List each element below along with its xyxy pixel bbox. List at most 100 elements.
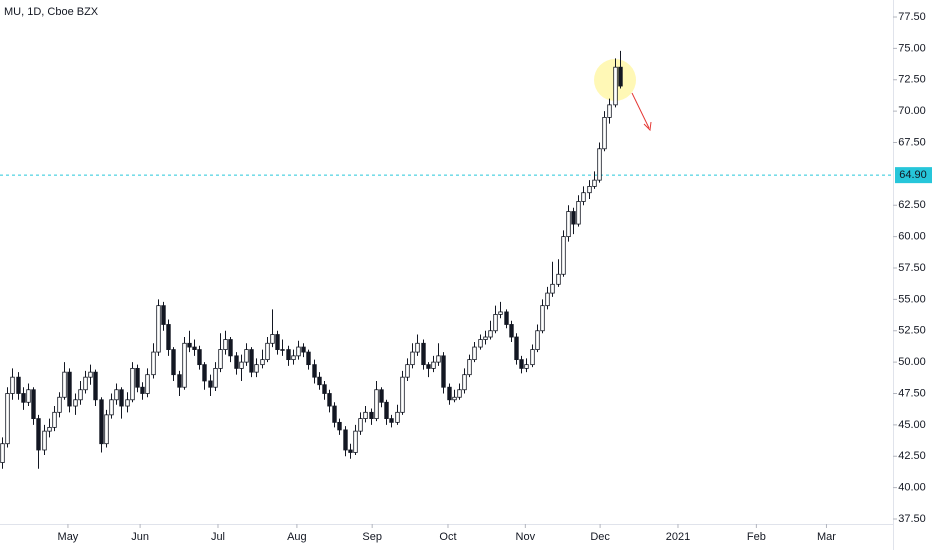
candle-body (519, 359, 524, 369)
candle-body (249, 349, 254, 373)
candle-body (78, 389, 83, 401)
candle-body (88, 371, 93, 378)
candle-body (447, 386, 452, 401)
x-tick-label: Aug (287, 531, 307, 543)
candle-body (389, 418, 394, 423)
candle-body (613, 66, 618, 106)
candle-body (26, 389, 31, 403)
candle-body (550, 283, 555, 294)
candle-body (374, 389, 379, 419)
candle-body (566, 211, 571, 238)
x-tick-label: Jul (211, 531, 225, 543)
candle-body (343, 429, 348, 451)
y-tick-label: 40.00 (898, 482, 926, 494)
candle-body (223, 339, 228, 350)
candle-body (192, 346, 197, 350)
candle-body (125, 399, 130, 407)
candle-body (581, 192, 586, 202)
candle-body (327, 393, 332, 407)
candle-body (426, 364, 431, 369)
y-tick-label: 50.00 (898, 356, 926, 368)
candle-body (73, 399, 78, 407)
candle-body (348, 449, 353, 453)
candle-body (467, 359, 472, 376)
candle-body (561, 236, 566, 275)
candle-body (83, 376, 88, 391)
candle-body (202, 364, 207, 382)
candle-body (514, 336, 519, 361)
x-tick-label: Jun (131, 531, 149, 543)
y-tick-label: 52.50 (898, 325, 926, 337)
candle-body (431, 361, 436, 369)
candle-body (524, 364, 529, 369)
candle-body (145, 374, 150, 394)
candle-body (618, 66, 623, 87)
y-tick-label: 42.50 (898, 450, 926, 462)
candle-body (171, 349, 176, 376)
y-tick-label: 60.00 (898, 231, 926, 243)
x-tick-label: Nov (516, 531, 536, 543)
candle-body (576, 201, 581, 225)
plot-layer: 37.50 40.00 42.50 45.00 47.50 50.00 52.50 55.00… (0, 11, 932, 543)
candle-body (540, 305, 545, 332)
candle-body (530, 349, 535, 366)
candle-body (421, 342, 426, 366)
candle-body (358, 418, 363, 432)
candle-body (244, 349, 249, 363)
x-tick-label: May (58, 531, 79, 543)
candle-body (602, 117, 607, 150)
candle-body (218, 349, 223, 369)
candle-body (280, 349, 285, 351)
candle-body (545, 292, 550, 307)
chart-title: MU, 1D, Cboe BZX (4, 6, 99, 18)
y-tick-label: 37.50 (898, 513, 926, 525)
candle-body (535, 330, 540, 350)
x-tick-label: Oct (439, 531, 456, 543)
x-tick-label: Mar (817, 531, 836, 543)
candle-body (452, 396, 457, 401)
candle-body (16, 376, 21, 394)
candle-body (472, 346, 477, 361)
candle-body (21, 393, 26, 403)
candle-body (410, 351, 415, 366)
candle-body (67, 371, 72, 407)
candle-body (104, 414, 109, 445)
candle-body (31, 389, 36, 419)
y-tick-label: 70.00 (898, 105, 926, 117)
candle-body (130, 367, 135, 401)
candle-body (10, 376, 15, 394)
arrow-line (631, 92, 650, 129)
y-tick-label: 77.50 (898, 11, 926, 23)
candle-body (177, 374, 182, 388)
candle-body (483, 336, 488, 340)
candle-body (42, 430, 47, 451)
candle-body (47, 426, 52, 432)
candle-body (62, 371, 67, 398)
candle-body (436, 355, 441, 363)
candle-body (441, 355, 446, 388)
candle-body (228, 339, 233, 357)
candle-body (296, 346, 301, 357)
y-tick-label: 47.50 (898, 387, 926, 399)
candle-body (587, 186, 592, 194)
candle-body (369, 411, 374, 420)
candle-body (119, 389, 124, 407)
candle-body (109, 399, 114, 416)
candle-body (488, 330, 493, 338)
candle-body (254, 364, 259, 373)
candle-body (275, 334, 280, 350)
candle-body (5, 393, 10, 445)
price-label-box (895, 167, 932, 184)
candle-body (478, 339, 483, 348)
candle-body (405, 364, 410, 378)
candle-body (234, 355, 239, 369)
candle-body (166, 324, 171, 350)
candle-body (301, 346, 306, 353)
arrow-head (643, 121, 652, 132)
candle-body (187, 342, 192, 348)
candle-body (312, 364, 317, 378)
candle-body (379, 389, 384, 403)
y-tick-label: 67.50 (898, 136, 926, 148)
candle-body (415, 342, 420, 353)
